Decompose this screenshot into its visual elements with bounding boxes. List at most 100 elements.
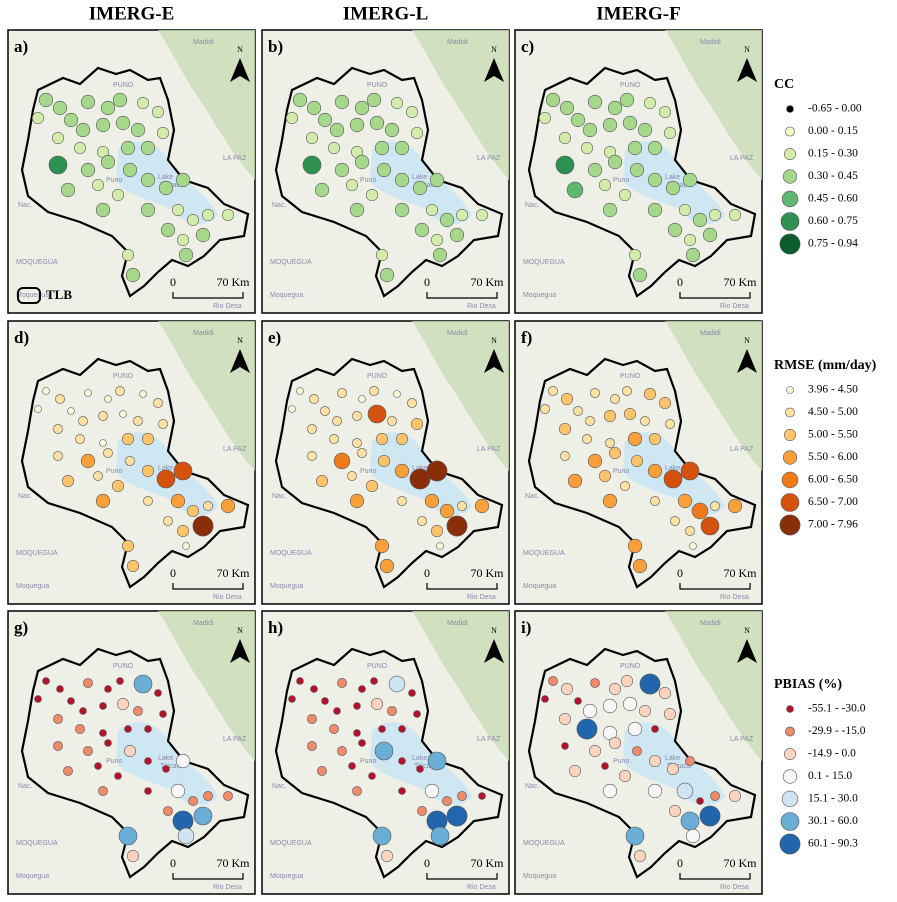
legend-symbol	[780, 234, 800, 254]
station	[122, 249, 133, 260]
station	[649, 755, 660, 766]
station	[354, 730, 361, 737]
station	[125, 456, 134, 465]
station	[630, 163, 644, 177]
station	[686, 248, 700, 262]
panel-label: c)	[521, 37, 534, 56]
station	[103, 448, 112, 457]
station	[605, 438, 614, 447]
map-place-label: LA PAZ	[730, 446, 754, 453]
station	[414, 711, 421, 718]
map-place-label: Moquegua	[16, 873, 49, 880]
map-place-label: MOQUEGUA	[270, 259, 312, 266]
scale-label: 70 Km	[724, 566, 758, 580]
station	[120, 411, 127, 418]
station	[334, 708, 341, 715]
station	[163, 516, 172, 525]
station	[122, 540, 133, 551]
station	[397, 496, 406, 505]
station	[377, 163, 391, 177]
north-label: N	[237, 45, 243, 54]
map-panel: a)NMadidiPUNOPunoLA PAZNac.LakeTiticacaM…	[8, 30, 255, 313]
station	[222, 209, 233, 220]
map-place-label: Rio Desa	[213, 594, 242, 601]
station	[124, 745, 135, 756]
station	[317, 766, 326, 775]
station	[127, 560, 138, 571]
map-place-label: Madidi	[193, 39, 214, 46]
panel-label: f)	[521, 328, 532, 347]
station	[316, 475, 327, 486]
legend-symbol	[781, 494, 799, 512]
legend-symbol	[787, 387, 794, 394]
map-place-label: Nac.	[272, 783, 286, 790]
station	[430, 173, 444, 187]
station	[307, 714, 316, 723]
station	[347, 471, 356, 480]
station	[437, 543, 444, 550]
station	[334, 453, 350, 469]
station	[64, 113, 78, 127]
station	[320, 406, 329, 415]
station	[127, 850, 138, 861]
station	[194, 807, 212, 825]
station	[359, 740, 366, 747]
station	[395, 464, 409, 478]
map-place-label: LA PAZ	[730, 155, 754, 162]
boundary-legend-label: TLB	[46, 287, 72, 302]
station	[667, 763, 678, 774]
station	[83, 678, 92, 687]
map-place-label: Puno	[613, 468, 629, 475]
scale-label: 0	[424, 856, 430, 870]
station	[648, 203, 662, 217]
station	[193, 516, 213, 536]
map-place-label: Nac.	[18, 493, 32, 500]
map-place-label: Puno	[106, 177, 122, 184]
station	[177, 234, 188, 245]
station	[425, 494, 439, 508]
map-place-label: Lake	[412, 174, 427, 181]
station	[686, 829, 700, 843]
station	[157, 127, 168, 138]
station	[173, 811, 193, 831]
station	[692, 503, 708, 519]
station	[289, 406, 296, 413]
station	[431, 234, 442, 245]
station	[80, 708, 87, 715]
station	[604, 410, 615, 421]
legend-label: 60.1 - 90.3	[808, 838, 858, 850]
station	[52, 132, 63, 143]
station	[608, 101, 622, 115]
station	[666, 181, 680, 195]
legend-label: 4.50 - 5.00	[808, 406, 858, 418]
station	[53, 451, 62, 460]
station	[628, 539, 642, 553]
station	[391, 97, 402, 108]
station	[93, 471, 102, 480]
station	[178, 828, 194, 844]
station	[697, 798, 704, 805]
station	[105, 740, 112, 747]
station	[81, 95, 95, 109]
station	[335, 163, 349, 177]
station	[619, 770, 630, 781]
station	[561, 683, 572, 694]
column-title: IMERG-L	[343, 3, 429, 24]
map-place-label: Nac.	[525, 783, 539, 790]
station	[53, 101, 67, 115]
station	[369, 386, 378, 395]
map-panel: f)NMadidiPUNOPunoLA PAZNac.LakeTiticacaM…	[515, 321, 762, 604]
station	[628, 141, 642, 155]
station	[729, 209, 740, 220]
station	[559, 423, 570, 434]
station	[126, 268, 140, 282]
station	[540, 404, 549, 413]
station	[548, 676, 557, 685]
legend-symbol	[780, 834, 800, 854]
station	[112, 480, 123, 491]
station	[158, 419, 167, 428]
map-place-label: LA PAZ	[223, 155, 247, 162]
station	[78, 416, 87, 425]
station	[546, 93, 560, 107]
station	[442, 796, 451, 805]
